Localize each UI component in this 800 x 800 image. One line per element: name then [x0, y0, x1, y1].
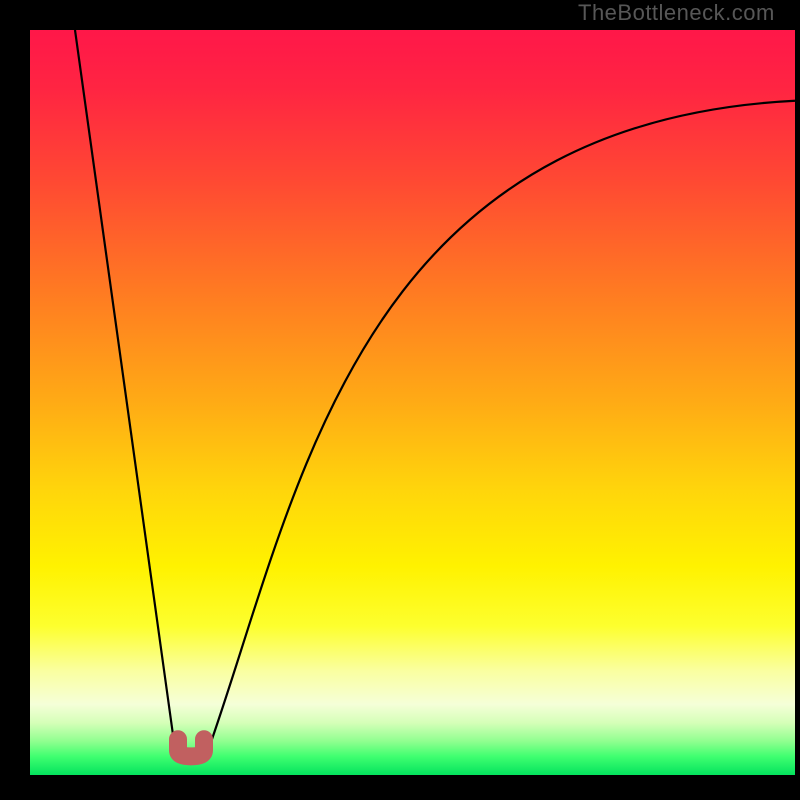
gradient-background [30, 30, 795, 775]
bottleneck-chart [0, 0, 800, 800]
watermark-text: TheBottleneck.com [578, 0, 775, 26]
chart-container: TheBottleneck.com [0, 0, 800, 800]
